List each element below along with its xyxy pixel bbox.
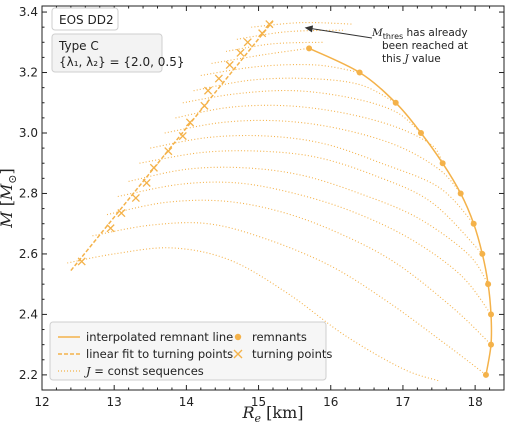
legend-fit-label: linear fit to turning points [86, 347, 233, 361]
sequence-line-7 [150, 134, 475, 225]
turning-point-9 [185, 118, 195, 127]
turning-point-6 [149, 163, 158, 172]
annotation-line-3: this J value [382, 53, 441, 65]
x-tick-label: 14 [179, 395, 194, 409]
legend-interpolated-label: interpolated remnant line [86, 330, 233, 344]
remnant-point-6 [457, 190, 464, 197]
sequence-line-9 [175, 104, 444, 164]
legend-box [49, 321, 327, 381]
annotation-line-2: been reached at [382, 40, 468, 52]
legend-turning-marker [233, 349, 243, 359]
y-tick-label: 2.4 [19, 307, 38, 321]
legend: interpolated remnant line linear fit to … [49, 321, 332, 381]
x-axis-label: Re [km] [242, 403, 304, 425]
remnant-point-9 [485, 281, 492, 288]
legend-remnants-label: remnants [252, 330, 307, 344]
eos-box [51, 7, 119, 31]
x-tick-label: 16 [323, 395, 338, 409]
turning-point-5 [142, 178, 151, 187]
remnant-point-7 [470, 220, 477, 227]
legend-remnant-marker [234, 333, 242, 341]
sequence-line-8 [164, 119, 462, 194]
x-tick-label: 15 [251, 395, 266, 409]
sequence-lines [67, 21, 492, 382]
axes: 12 13 14 15 16 17 18 2.2 2.4 2.6 2.8 3.0 3.2 3.4 [19, 5, 505, 409]
y-tick-label: 3.2 [19, 66, 38, 80]
turning-point-11 [203, 86, 213, 95]
sequence-line-13 [211, 47, 310, 64]
legend-sequences-label: J = const sequences [84, 364, 204, 378]
turning-point-14 [236, 48, 245, 57]
y-tick-label: 2.8 [19, 186, 38, 200]
legend-turning-label: turning points [252, 347, 332, 361]
sequence-line-3 [106, 199, 492, 345]
x-tick-label: 12 [34, 395, 49, 409]
y-tick-label: 3.4 [19, 5, 38, 19]
type-box [51, 33, 163, 73]
remnant-point-8 [479, 250, 486, 257]
remnant-point-2 [356, 69, 363, 76]
turning-point-8 [178, 131, 187, 141]
remnant-point-10 [488, 311, 495, 318]
turning-point-10 [200, 101, 209, 110]
info-box: EOS DD2 Type C {λ₁, λ₂} = {2.0, 0.5} [51, 7, 184, 73]
turning-layer [77, 20, 274, 266]
sequence-line-16 [251, 21, 353, 28]
sequence-line-2 [92, 222, 487, 376]
x-tick-label: 13 [107, 395, 122, 409]
remnant-layer [306, 45, 495, 378]
fit-line [70, 20, 274, 272]
lambda-label: {λ₁, λ₂} = {2.0, 0.5} [59, 55, 184, 69]
turning-point-15 [243, 38, 252, 47]
turning-point-2 [106, 224, 115, 233]
type-label: Type C [58, 39, 99, 53]
y-tick-label: 2.6 [19, 247, 38, 261]
annotation-arrow [311, 28, 373, 39]
remnant-point-12 [482, 371, 489, 378]
turning-point-3 [117, 209, 126, 218]
sequence-line-14 [226, 41, 324, 52]
turning-point-7 [164, 147, 173, 156]
remnant-point-4 [417, 129, 424, 136]
turning-point-17 [265, 20, 274, 29]
remnant-point-1 [306, 45, 313, 52]
remnant-point-3 [392, 99, 399, 106]
x-tick-label: 18 [467, 395, 482, 409]
turning-point-12 [214, 74, 223, 83]
y-tick-label: 2.2 [19, 368, 38, 382]
sequence-line-5 [128, 166, 489, 285]
eos-label: EOS DD2 [59, 13, 114, 27]
annotation: Mthres has already been reached at this … [304, 25, 468, 65]
annotation-line-1: Mthres has already [371, 27, 468, 41]
fit-layer [70, 20, 274, 272]
x-tick-label: 17 [395, 395, 410, 409]
remnant-point-11 [488, 341, 495, 348]
sequence-line-1 [67, 247, 440, 382]
remnant-point-5 [439, 160, 446, 167]
turning-point-13 [225, 60, 234, 70]
y-tick-label: 3.0 [19, 126, 38, 140]
sequence-line-12 [200, 64, 360, 77]
y-axis-label: M [M⊙] [0, 168, 19, 229]
turning-point-4 [131, 193, 140, 203]
sequence-line-6 [139, 150, 483, 255]
annotation-arrowhead [304, 25, 314, 33]
turning-point-16 [258, 29, 267, 38]
turning-point-1 [77, 257, 86, 266]
